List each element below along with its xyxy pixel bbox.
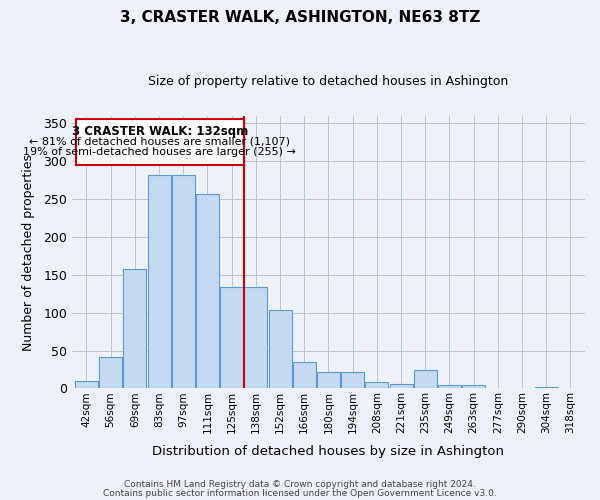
Text: ← 81% of detached houses are smaller (1,107): ← 81% of detached houses are smaller (1,… bbox=[29, 137, 290, 147]
Bar bbox=[317, 372, 340, 388]
Bar bbox=[269, 310, 292, 388]
Text: 19% of semi-detached houses are larger (255) →: 19% of semi-detached houses are larger (… bbox=[23, 148, 296, 158]
Bar bbox=[535, 387, 558, 388]
Bar bbox=[75, 381, 98, 388]
Bar bbox=[244, 287, 268, 388]
Bar bbox=[172, 176, 195, 388]
Text: 3, CRASTER WALK, ASHINGTON, NE63 8TZ: 3, CRASTER WALK, ASHINGTON, NE63 8TZ bbox=[120, 10, 480, 25]
Bar bbox=[438, 384, 461, 388]
Bar bbox=[293, 362, 316, 388]
Bar bbox=[196, 194, 219, 388]
Bar bbox=[462, 386, 485, 388]
Bar bbox=[414, 370, 437, 388]
Bar bbox=[124, 270, 146, 388]
Bar bbox=[148, 176, 170, 388]
Bar bbox=[220, 287, 243, 388]
X-axis label: Distribution of detached houses by size in Ashington: Distribution of detached houses by size … bbox=[152, 444, 505, 458]
Text: Contains public sector information licensed under the Open Government Licence v3: Contains public sector information licen… bbox=[103, 488, 497, 498]
Y-axis label: Number of detached properties: Number of detached properties bbox=[22, 154, 35, 350]
Bar bbox=[99, 358, 122, 388]
FancyBboxPatch shape bbox=[76, 120, 244, 165]
Title: Size of property relative to detached houses in Ashington: Size of property relative to detached ho… bbox=[148, 75, 509, 88]
Text: 3 CRASTER WALK: 132sqm: 3 CRASTER WALK: 132sqm bbox=[71, 126, 248, 138]
Bar bbox=[365, 382, 388, 388]
Bar bbox=[341, 372, 364, 388]
Bar bbox=[389, 384, 413, 388]
Text: Contains HM Land Registry data © Crown copyright and database right 2024.: Contains HM Land Registry data © Crown c… bbox=[124, 480, 476, 489]
